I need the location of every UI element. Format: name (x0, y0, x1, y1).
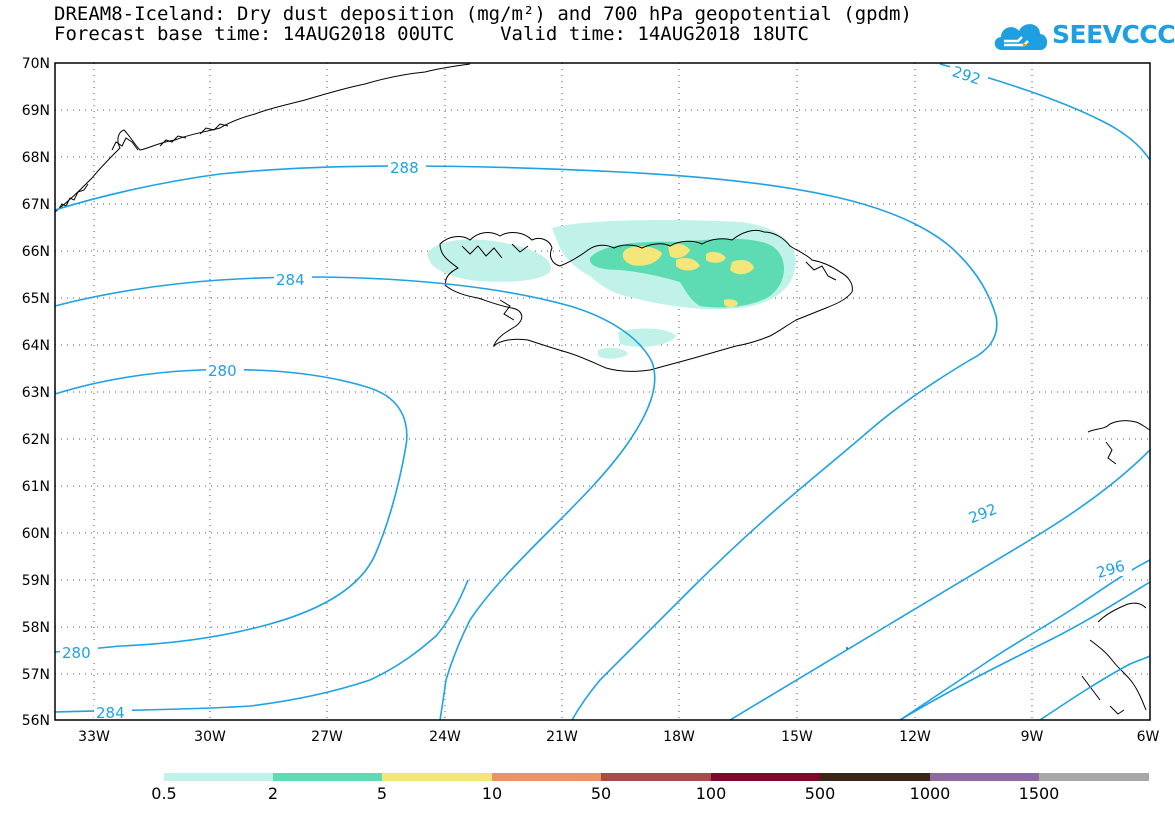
greenland-coast-detail (57, 123, 229, 211)
contour-292-mid (729, 449, 1151, 721)
contour-292-south (899, 559, 1151, 721)
lat-label: 63N (22, 385, 50, 401)
lat-label: 64N (22, 338, 50, 354)
contour-280-west (54, 368, 408, 653)
colorbar-swatch (164, 773, 273, 781)
gridlines (55, 63, 1150, 720)
dust-deposition-shading (427, 220, 796, 359)
lat-label: 70N (22, 56, 50, 72)
dust-area-5-c (676, 258, 700, 271)
lat-label: 66N (22, 244, 50, 260)
contour-label: 284 (96, 704, 125, 722)
lon-label: 24W (429, 729, 461, 745)
lon-label: 12W (899, 729, 931, 745)
lat-label: 69N (22, 103, 50, 119)
lon-axis: 33W 30W 27W 24W 21W 18W 15W 12W 9W 6W (78, 729, 1159, 745)
dust-area-5-f (724, 299, 738, 307)
dust-area-5-b (668, 243, 690, 258)
colorbar-label: 5 (376, 784, 388, 803)
scotland-coast (1081, 602, 1147, 715)
colorbar (164, 773, 1149, 781)
colorbar-swatch (711, 773, 820, 781)
lat-label: 65N (22, 291, 50, 307)
contour-300 (1039, 655, 1151, 721)
lon-label: 30W (194, 729, 226, 745)
contour-label: 280 (208, 362, 237, 380)
lon-label: 6W (1137, 729, 1160, 745)
lon-label: 9W (1021, 729, 1044, 745)
greenland-coast (54, 63, 471, 213)
lat-label: 68N (22, 150, 50, 166)
dust-area-0.5-sw (598, 347, 628, 359)
seevccc-logo: SEEVCCC (990, 14, 1175, 58)
lat-label: 58N (22, 620, 50, 636)
lat-label: 67N (22, 197, 50, 213)
contour-label: 288 (390, 159, 419, 177)
colorbar-label: 500 (804, 784, 836, 803)
contour-label: 280 (62, 644, 91, 662)
iceland-coast (439, 229, 853, 372)
colorbar-label: 2 (267, 784, 279, 803)
iceland-fjords (461, 243, 837, 321)
colorbar-label: 0.5 (151, 784, 177, 803)
norway-coast (1087, 420, 1151, 433)
colorbar-swatch (820, 773, 930, 781)
colorbar-label: 50 (590, 784, 612, 803)
cloud-icon (994, 24, 1048, 50)
lon-label: 21W (546, 729, 578, 745)
colorbar-swatch (273, 773, 382, 781)
map-frame (54, 62, 1151, 721)
lon-label: 33W (78, 729, 110, 745)
contour-284-south (54, 579, 469, 713)
dust-area-5-e (730, 260, 754, 275)
lat-label: 60N (22, 526, 50, 542)
dust-area-0.5-nw (427, 239, 551, 282)
contour-296 (899, 581, 1151, 721)
shetland-coast (1105, 441, 1117, 465)
coastlines (54, 63, 1151, 715)
lat-label: 59N (22, 573, 50, 589)
colorbar-swatch (382, 773, 492, 781)
contour-label: 284 (276, 271, 305, 289)
dust-area-5-a (622, 246, 662, 266)
contour-288 (54, 165, 998, 721)
lat-axis: 70N 69N 68N 67N 66N 65N 64N 63N 62N 61N … (22, 56, 50, 729)
colorbar-label: 100 (695, 784, 727, 803)
colorbar-swatch (492, 773, 601, 781)
lat-label: 56N (22, 713, 50, 729)
colorbar-swatch (1039, 773, 1149, 781)
dust-area-0.5-south (618, 328, 676, 347)
logo-text: SEEVCCC (1052, 20, 1175, 49)
colorbar-label: 1000 (909, 784, 951, 803)
colorbar-label: 1500 (1018, 784, 1060, 803)
colorbar-swatch (601, 773, 711, 781)
lon-label: 27W (311, 729, 343, 745)
contour-284 (54, 276, 656, 721)
lon-label: 18W (663, 729, 695, 745)
lat-label: 57N (22, 667, 50, 683)
dust-area-5-d (706, 251, 726, 263)
map-title-line1: DREAM8-Iceland: Dry dust deposition (mg/… (54, 3, 912, 25)
lon-label: 15W (781, 729, 813, 745)
colorbar-swatch (930, 773, 1039, 781)
lat-label: 61N (22, 479, 50, 495)
colorbar-label: 10 (481, 784, 503, 803)
lat-label: 62N (22, 432, 50, 448)
map-title-line2: Forecast base time: 14AUG2018 00UTC Vali… (54, 23, 809, 45)
